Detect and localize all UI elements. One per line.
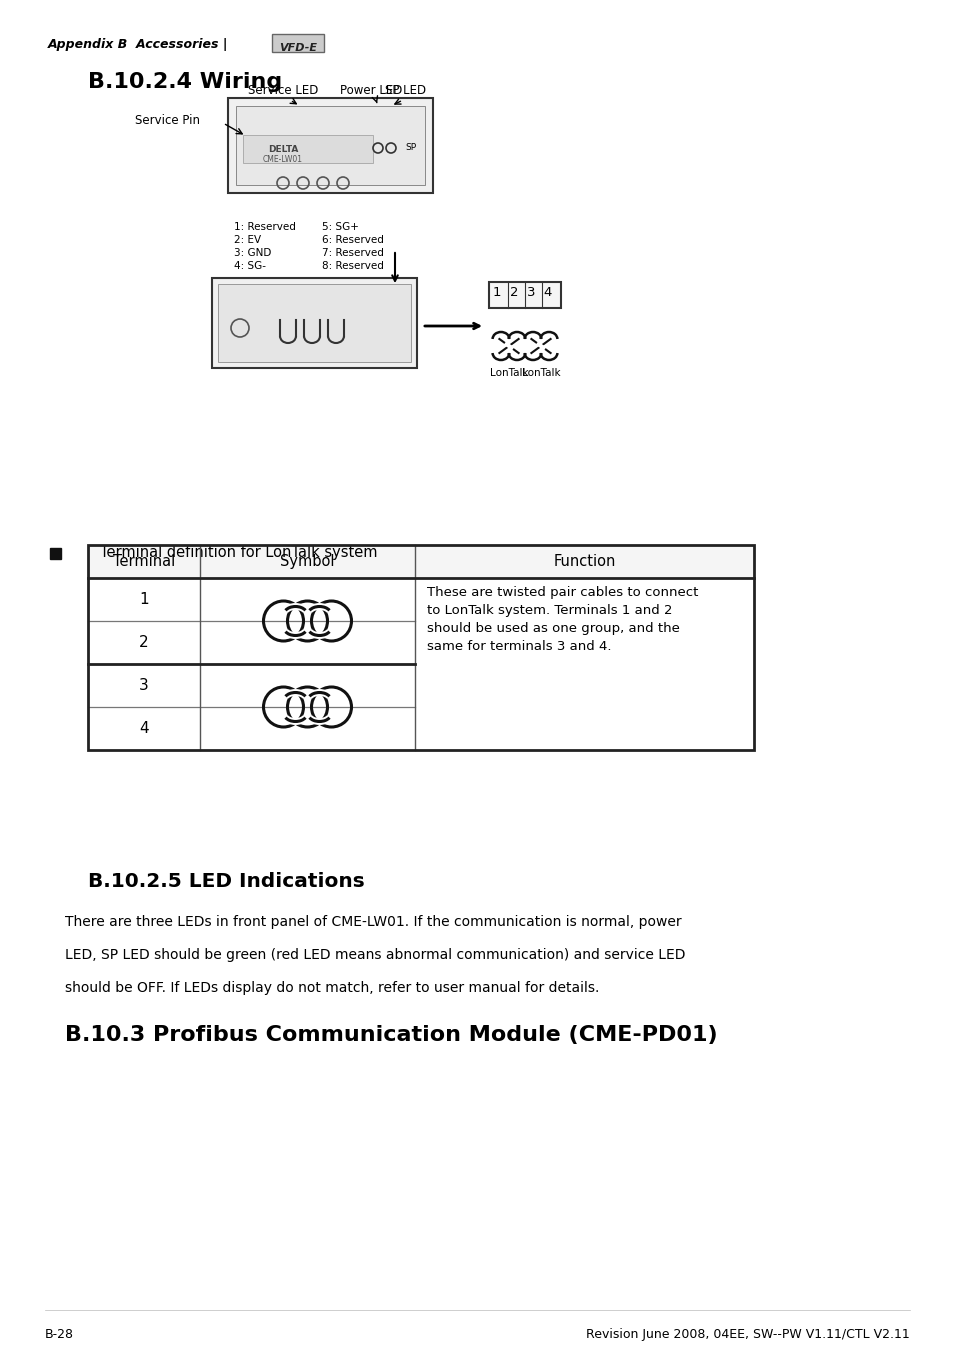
Bar — [228, 98, 433, 193]
Text: B.10.3 Profibus Communication Module (CME-PD01): B.10.3 Profibus Communication Module (CM… — [65, 1025, 717, 1045]
Bar — [489, 282, 560, 308]
Circle shape — [287, 687, 327, 727]
Text: 8: Reserved: 8: Reserved — [322, 261, 383, 271]
Text: B.10.2.4 Wiring: B.10.2.4 Wiring — [88, 72, 282, 92]
Text: LonTalk: LonTalk — [489, 368, 528, 379]
Circle shape — [312, 687, 351, 727]
Text: 2: EV: 2: EV — [233, 235, 261, 246]
Text: These are twisted pair cables to connect
to LonTalk system. Terminals 1 and 2
sh: These are twisted pair cables to connect… — [427, 586, 698, 653]
Text: 7: Reserved: 7: Reserved — [322, 248, 383, 258]
Circle shape — [263, 687, 303, 727]
Text: Revision June 2008, 04EE, SW--PW V1.11/CTL V2.11: Revision June 2008, 04EE, SW--PW V1.11/C… — [586, 1329, 909, 1341]
Text: 4: SG-: 4: SG- — [233, 261, 266, 271]
Text: 6: Reserved: 6: Reserved — [322, 235, 383, 246]
Text: Power LED: Power LED — [339, 84, 402, 96]
Bar — [235, 106, 424, 185]
Circle shape — [287, 601, 327, 641]
Text: There are three LEDs in front panel of CME-LW01. If the communication is normal,: There are three LEDs in front panel of C… — [65, 915, 680, 930]
Text: 1: Reserved: 1: Reserved — [233, 223, 295, 232]
Circle shape — [312, 601, 351, 641]
Text: Appendix B  Accessories |: Appendix B Accessories | — [48, 38, 229, 52]
Text: 3: 3 — [139, 678, 149, 693]
Text: LED, SP LED should be green (red LED means abnormal communication) and service L: LED, SP LED should be green (red LED mea… — [65, 949, 685, 962]
Text: 1: 1 — [139, 592, 149, 607]
Text: Terminal definition for LonTalk system: Terminal definition for LonTalk system — [100, 544, 377, 559]
Text: 3: GND: 3: GND — [233, 248, 271, 258]
Text: Service LED: Service LED — [248, 84, 318, 96]
Bar — [88, 546, 753, 578]
Text: VFD-E: VFD-E — [278, 43, 316, 53]
Text: 4: 4 — [543, 286, 552, 299]
Text: 2: 2 — [509, 286, 517, 299]
Text: should be OFF. If LEDs display do not match, refer to user manual for details.: should be OFF. If LEDs display do not ma… — [65, 981, 598, 995]
Bar — [88, 546, 753, 750]
Text: 3: 3 — [526, 286, 535, 299]
Text: 2: 2 — [139, 635, 149, 650]
Text: Service Pin: Service Pin — [135, 114, 200, 126]
Text: DELTA: DELTA — [268, 145, 298, 155]
Text: Terminal: Terminal — [112, 554, 175, 569]
Text: LonTalk: LonTalk — [521, 368, 559, 379]
Bar — [243, 134, 373, 163]
Circle shape — [263, 601, 303, 641]
Bar — [50, 548, 61, 559]
Text: B-28: B-28 — [45, 1329, 74, 1341]
Text: 5: SG+: 5: SG+ — [322, 223, 358, 232]
Bar — [212, 278, 416, 368]
Text: Symbol: Symbol — [280, 554, 335, 569]
Text: SP: SP — [405, 144, 416, 152]
Text: Function: Function — [553, 554, 615, 569]
Text: 1: 1 — [493, 286, 500, 299]
Bar — [272, 34, 324, 52]
Text: CME-LW01: CME-LW01 — [263, 156, 303, 164]
Text: SP LED: SP LED — [385, 84, 426, 96]
Bar — [218, 284, 411, 362]
Text: B.10.2.5 LED Indications: B.10.2.5 LED Indications — [88, 873, 364, 892]
Text: 4: 4 — [139, 721, 149, 735]
